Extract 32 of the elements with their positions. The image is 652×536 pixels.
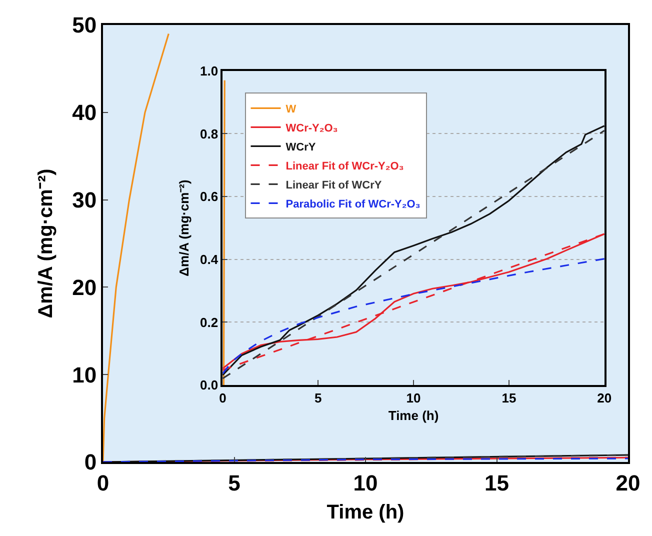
x-tick-label: 15 [484,470,509,496]
line-series [103,32,170,462]
y-tick-label: 10 [72,362,97,388]
legend-label: Parabolic Fit of WCr-Y₂O₃ [286,198,420,211]
y-axis-title: Δm/A (mg·cm⁻²) [35,168,58,318]
legend-label: WCr-Y₂O₃ [286,122,338,135]
line-series [222,258,604,374]
y-tick-label: 40 [72,100,97,126]
x-tick-label: 20 [597,390,612,406]
y-tick-label: 0.8 [200,126,218,142]
x-tick-label: 10 [353,470,378,496]
x-tick-label: 10 [406,390,421,406]
y-tick-label: 0 [84,450,97,475]
y-tick-label: 50 [72,12,97,38]
x-tick-label: 5 [228,470,240,496]
y-tick-label: 1.0 [200,63,218,78]
x-tick-label: 20 [616,470,640,496]
y-tick-label: 20 [72,274,97,300]
x-tick-label: 5 [314,390,322,406]
y-tick-label: 0.2 [200,314,218,330]
y-tick-label: 0.0 [200,378,218,393]
legend-label: Linear Fit of WCr-Y₂O₃ [286,160,404,173]
legend-label: W [286,104,297,116]
x-axis-title: Time (h) [326,501,404,524]
legend-label: WCrY [286,142,316,154]
y-tick-label: 0.6 [200,189,218,204]
y-tick-label: 30 [72,188,97,212]
x-tick-label: 15 [502,390,516,406]
y-axis-title: Δm/A (mg·cm⁻²) [176,180,192,276]
x-axis-title: Time (h) [388,408,439,423]
legend-label: Linear Fit of WCrY [286,180,382,192]
y-tick-label: 0.4 [200,252,219,267]
